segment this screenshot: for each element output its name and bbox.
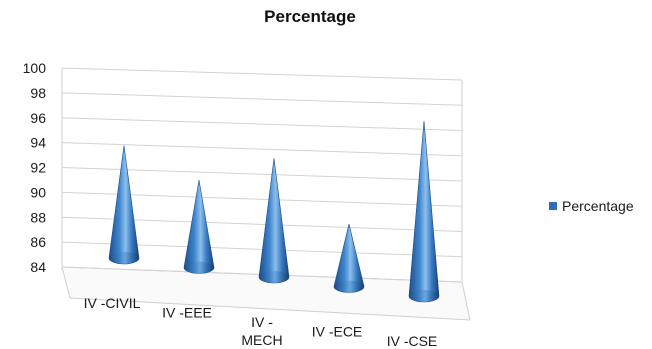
chart-title: Percentage	[264, 7, 356, 26]
cone-body	[258, 158, 290, 284]
cone-base	[409, 290, 439, 302]
gridline	[61, 67, 463, 81]
x-tick-label: IV -EEE	[162, 305, 212, 321]
cone-1	[183, 179, 215, 274]
cone-2	[258, 158, 290, 284]
gridline	[61, 117, 463, 131]
y-tick-label: 96	[30, 110, 46, 126]
gridline	[61, 142, 463, 157]
y-tick-label: 92	[30, 160, 46, 176]
y-tick-label: 98	[30, 85, 46, 101]
cone-4	[408, 120, 440, 303]
legend: Percentage	[549, 198, 634, 214]
cone-body	[183, 179, 215, 274]
legend-swatch	[549, 202, 557, 210]
x-axis: IV -CIVIL IV -EEE IV -MECH IV -ECE IV -CSE	[84, 295, 438, 349]
gridline	[61, 167, 463, 182]
cone-3	[333, 223, 365, 293]
legend-label: Percentage	[562, 198, 634, 214]
cone-base	[259, 271, 289, 283]
y-tick-label: 90	[30, 184, 46, 200]
x-tick-label: IV -MECH	[241, 314, 282, 348]
cone-body	[108, 145, 140, 265]
gridline	[61, 92, 463, 106]
cone-base	[334, 280, 364, 293]
y-tick-label: 86	[30, 234, 46, 250]
cone-base	[109, 252, 139, 264]
cone-body	[408, 120, 440, 303]
y-tick-label: 84	[30, 259, 46, 275]
x-tick-label: IV -CIVIL	[84, 295, 141, 311]
x-tick-label: IV -CSE	[387, 333, 438, 349]
cone-0	[108, 145, 140, 265]
series-percentage	[108, 120, 440, 303]
x-tick-label: IV -ECE	[312, 324, 363, 340]
y-tick-label: 100	[23, 60, 47, 76]
y-axis: 84 86 88 90 92 94 96 98 100	[23, 60, 47, 275]
y-tick-label: 94	[30, 135, 46, 151]
y-tick-label: 88	[30, 209, 46, 225]
cone-base	[184, 261, 214, 274]
